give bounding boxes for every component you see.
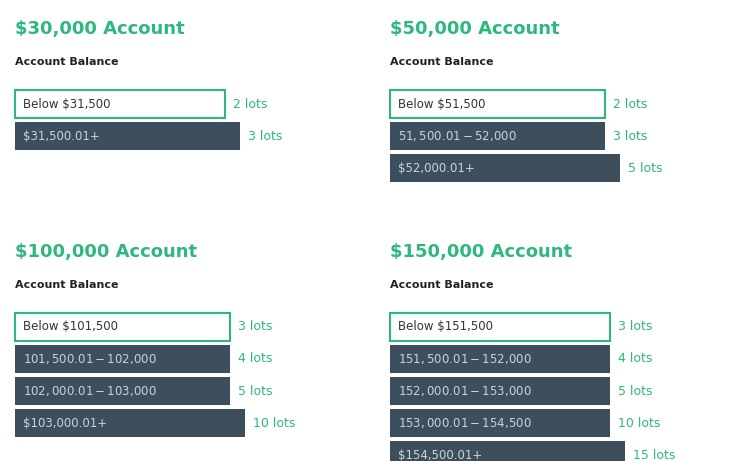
Text: $154,500.01+: $154,500.01+ xyxy=(398,449,482,461)
Text: $52,000.01+: $52,000.01+ xyxy=(398,161,475,175)
Text: 3 lots: 3 lots xyxy=(248,130,282,142)
Bar xyxy=(15,377,230,405)
Text: 2 lots: 2 lots xyxy=(613,97,647,111)
Text: 4 lots: 4 lots xyxy=(238,353,273,366)
Text: Account Balance: Account Balance xyxy=(15,280,118,290)
Bar xyxy=(15,90,225,118)
Bar xyxy=(390,154,620,182)
Text: $152,000.01 - $153,000: $152,000.01 - $153,000 xyxy=(398,384,532,398)
Bar xyxy=(390,441,625,461)
Text: 3 lots: 3 lots xyxy=(238,320,273,333)
Bar xyxy=(390,313,610,341)
Text: $151,500.01 - $152,000: $151,500.01 - $152,000 xyxy=(398,352,532,366)
Bar xyxy=(390,122,605,150)
Bar xyxy=(390,377,610,405)
Text: Below $151,500: Below $151,500 xyxy=(398,320,493,333)
Bar xyxy=(15,122,240,150)
Text: 3 lots: 3 lots xyxy=(613,130,647,142)
Text: $102,000.01- $103,000: $102,000.01- $103,000 xyxy=(23,384,157,398)
Text: Account Balance: Account Balance xyxy=(390,280,494,290)
Text: Below $31,500: Below $31,500 xyxy=(23,97,111,111)
Text: $103,000.01+: $103,000.01+ xyxy=(23,416,107,430)
Text: 2 lots: 2 lots xyxy=(233,97,267,111)
Text: 5 lots: 5 lots xyxy=(628,161,663,175)
Bar xyxy=(15,409,245,437)
Bar xyxy=(390,409,610,437)
Text: 5 lots: 5 lots xyxy=(618,384,652,397)
Text: $100,000 Account: $100,000 Account xyxy=(15,243,197,261)
Text: 3 lots: 3 lots xyxy=(618,320,652,333)
Text: Below $101,500: Below $101,500 xyxy=(23,320,118,333)
Bar xyxy=(390,90,605,118)
Text: Account Balance: Account Balance xyxy=(15,57,118,67)
Text: $150,000 Account: $150,000 Account xyxy=(390,243,572,261)
Text: $30,000 Account: $30,000 Account xyxy=(15,20,184,38)
Text: $51,500.01 - $52,000: $51,500.01 - $52,000 xyxy=(398,129,517,143)
Text: 5 lots: 5 lots xyxy=(238,384,273,397)
Bar xyxy=(15,313,230,341)
Bar xyxy=(15,345,230,373)
Text: 10 lots: 10 lots xyxy=(618,416,661,430)
Text: $31,500.01+: $31,500.01+ xyxy=(23,130,100,142)
Text: 4 lots: 4 lots xyxy=(618,353,652,366)
Text: $50,000 Account: $50,000 Account xyxy=(390,20,560,38)
Text: $101,500.01- $102,000: $101,500.01- $102,000 xyxy=(23,352,157,366)
Text: 10 lots: 10 lots xyxy=(253,416,295,430)
Bar xyxy=(390,345,610,373)
Text: 15 lots: 15 lots xyxy=(633,449,676,461)
Text: Account Balance: Account Balance xyxy=(390,57,494,67)
Text: $153,000.01 - $154,500: $153,000.01 - $154,500 xyxy=(398,416,532,430)
Text: Below $51,500: Below $51,500 xyxy=(398,97,485,111)
